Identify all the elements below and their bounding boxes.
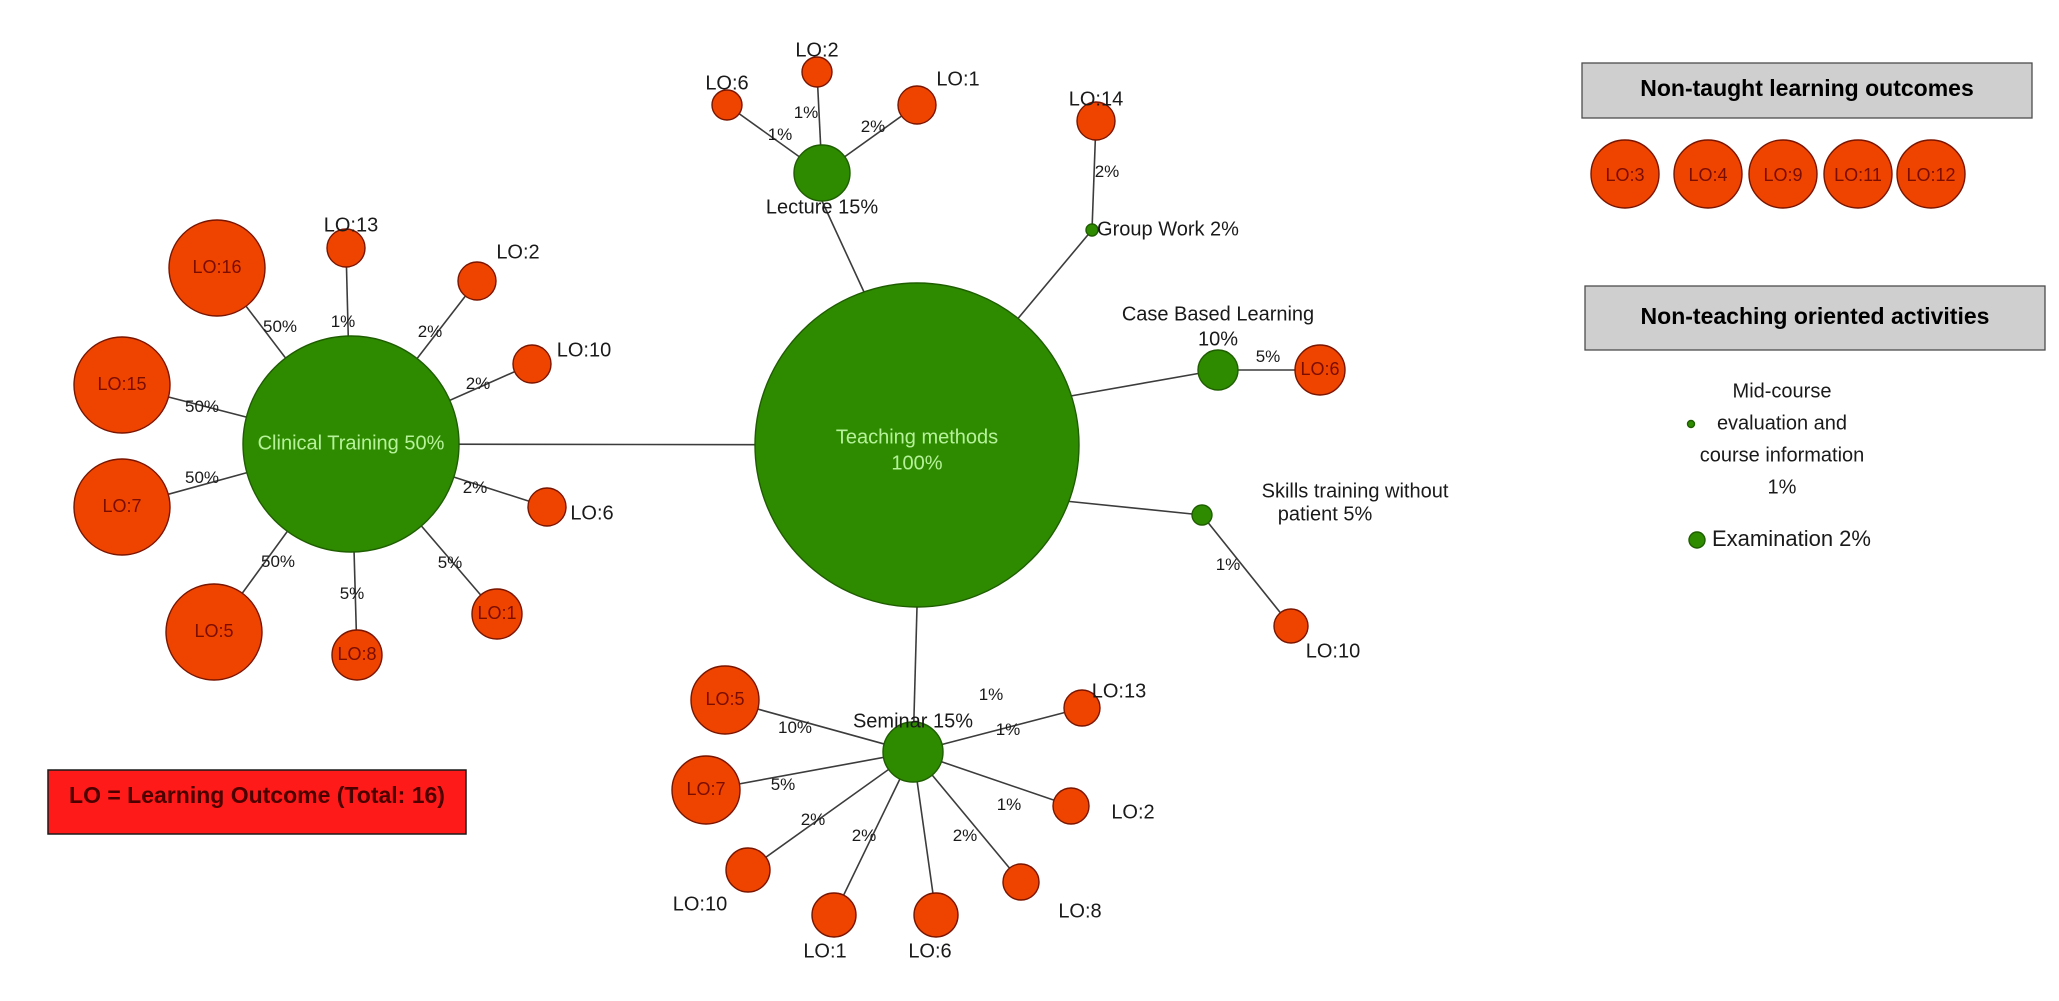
svg-text:LO:9: LO:9 — [1763, 165, 1802, 185]
svg-text:2%: 2% — [953, 826, 978, 845]
svg-text:10%: 10% — [778, 718, 812, 737]
svg-text:2%: 2% — [801, 810, 826, 829]
svg-text:2%: 2% — [1095, 162, 1120, 181]
svg-text:2%: 2% — [466, 374, 491, 393]
svg-text:LO:13: LO:13 — [324, 214, 378, 236]
svg-text:Mid-course: Mid-course — [1733, 380, 1832, 402]
svg-text:evaluation and: evaluation and — [1717, 412, 1847, 434]
svg-text:50%: 50% — [261, 552, 295, 571]
svg-text:LO:6: LO:6 — [908, 940, 951, 962]
svg-text:LO:2: LO:2 — [496, 241, 539, 263]
svg-text:Lecture 15%: Lecture 15% — [766, 196, 879, 218]
svg-text:Skills training without: Skills training without — [1262, 480, 1449, 502]
svg-text:LO:5: LO:5 — [705, 689, 744, 709]
svg-text:10%: 10% — [1198, 328, 1238, 350]
svg-text:1%: 1% — [1768, 476, 1797, 498]
svg-text:2%: 2% — [852, 826, 877, 845]
svg-text:LO:8: LO:8 — [337, 644, 376, 664]
svg-text:1%: 1% — [996, 720, 1021, 739]
svg-text:Seminar 15%: Seminar 15% — [853, 710, 973, 732]
svg-text:50%: 50% — [185, 397, 219, 416]
svg-text:50%: 50% — [263, 317, 297, 336]
svg-text:LO:13: LO:13 — [1092, 680, 1146, 702]
svg-text:LO:2: LO:2 — [1111, 801, 1154, 823]
svg-text:2%: 2% — [861, 117, 886, 136]
svg-text:5%: 5% — [438, 553, 463, 572]
svg-text:LO:10: LO:10 — [557, 339, 611, 361]
svg-text:course information: course information — [1700, 444, 1865, 466]
svg-text:1%: 1% — [794, 103, 819, 122]
svg-text:1%: 1% — [768, 125, 793, 144]
svg-text:50%: 50% — [185, 468, 219, 487]
svg-text:5%: 5% — [340, 584, 365, 603]
svg-text:patient 5%: patient 5% — [1278, 503, 1373, 525]
svg-text:LO:6: LO:6 — [570, 502, 613, 524]
svg-text:LO:1: LO:1 — [803, 940, 846, 962]
svg-text:LO:7: LO:7 — [102, 496, 141, 516]
svg-text:Non-taught learning outcomes: Non-taught learning outcomes — [1640, 75, 1974, 101]
svg-text:LO:14: LO:14 — [1069, 88, 1123, 110]
svg-text:1%: 1% — [331, 312, 356, 331]
svg-text:LO:1: LO:1 — [477, 603, 516, 623]
svg-text:100%: 100% — [891, 452, 942, 474]
svg-text:Group Work 2%: Group Work 2% — [1097, 218, 1239, 240]
svg-text:1%: 1% — [997, 795, 1022, 814]
svg-text:1%: 1% — [979, 685, 1004, 704]
svg-text:2%: 2% — [418, 322, 443, 341]
svg-text:LO:6: LO:6 — [705, 72, 748, 94]
svg-text:5%: 5% — [771, 775, 796, 794]
svg-text:LO = Learning Outcome (Total:: LO = Learning Outcome (Total: 16) — [69, 782, 445, 808]
svg-text:LO:15: LO:15 — [97, 374, 146, 394]
svg-text:Non-teaching oriented activiti: Non-teaching oriented activities — [1641, 303, 1990, 329]
svg-text:LO:8: LO:8 — [1058, 900, 1101, 922]
svg-text:LO:5: LO:5 — [194, 621, 233, 641]
svg-text:LO:7: LO:7 — [686, 779, 725, 799]
svg-text:LO:10: LO:10 — [1306, 640, 1360, 662]
svg-text:Case Based Learning: Case Based Learning — [1122, 303, 1314, 325]
svg-text:LO:2: LO:2 — [795, 39, 838, 61]
svg-text:LO:12: LO:12 — [1906, 165, 1955, 185]
svg-text:Clinical Training 50%: Clinical Training 50% — [258, 432, 445, 454]
svg-text:Examination 2%: Examination 2% — [1712, 526, 1871, 551]
svg-text:LO:10: LO:10 — [673, 893, 727, 915]
svg-text:LO:16: LO:16 — [192, 257, 241, 277]
svg-text:LO:6: LO:6 — [1300, 359, 1339, 379]
svg-text:5%: 5% — [1256, 347, 1281, 366]
svg-text:LO:11: LO:11 — [1834, 165, 1882, 185]
svg-text:LO:1: LO:1 — [936, 68, 979, 90]
svg-text:LO:3: LO:3 — [1605, 165, 1644, 185]
svg-text:LO:4: LO:4 — [1688, 165, 1727, 185]
svg-text:Teaching methods: Teaching methods — [836, 426, 998, 448]
svg-text:1%: 1% — [1216, 555, 1241, 574]
svg-text:2%: 2% — [463, 478, 488, 497]
